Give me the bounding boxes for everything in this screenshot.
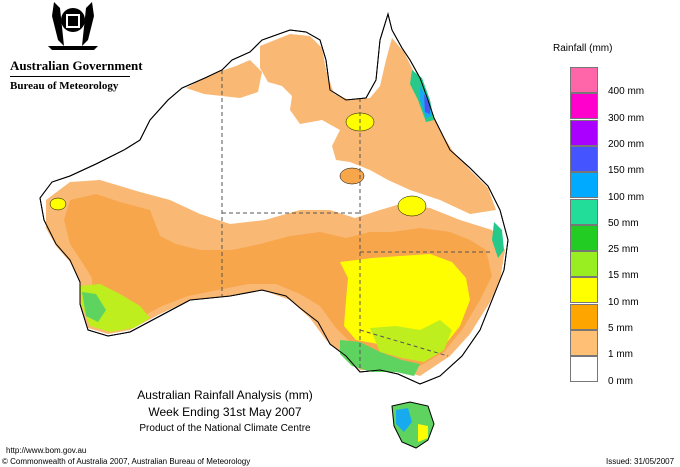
legend-swatch — [570, 119, 598, 146]
bureau-name: Bureau of Meteorology — [10, 80, 119, 92]
zone-10mm-centre-qld — [397, 195, 427, 217]
government-name: Australian Government — [10, 58, 143, 73]
zone-10mm-north-west — [49, 197, 67, 211]
zone-25mm-sw — [82, 292, 106, 322]
legend-label: 25 mm — [608, 244, 639, 256]
header-divider — [10, 76, 130, 77]
legend-label: 5 mm — [608, 323, 633, 334]
zone-1mm-north-west — [186, 60, 262, 98]
legend-label: 0 mm — [608, 375, 633, 387]
legend-label: 400 mm — [608, 86, 645, 98]
legend-title: Rainfall (mm) — [553, 43, 613, 54]
zone-1mm-north — [260, 34, 496, 214]
legend-label: 10 mm — [608, 296, 639, 308]
legend-swatch — [570, 330, 598, 356]
legend-label: 300 mm — [608, 112, 645, 124]
legend-swatch — [570, 251, 598, 278]
legend-swatch — [570, 172, 598, 199]
zone-15mm-se — [370, 320, 452, 362]
footer-copyright: © Commonwealth of Australia 2007, Austra… — [2, 457, 251, 466]
legend-label: 150 mm — [608, 165, 645, 177]
legend-label: 1 mm — [608, 349, 633, 361]
footer-url[interactable]: http://www.bom.gov.au — [6, 446, 87, 455]
coat-of-arms-logo — [48, 2, 98, 50]
legend-swatch — [570, 277, 598, 304]
zone-100mm-tas — [396, 408, 412, 432]
legend-swatch — [570, 93, 598, 120]
zone-5mm-pocket — [339, 167, 365, 185]
coastline — [39, 12, 509, 385]
zone-10mm-tas — [418, 424, 428, 442]
legend-swatch — [570, 198, 598, 225]
map-product-note: Product of the National Climate Centre — [139, 423, 311, 434]
footer-issued: Issued: 31/05/2007 — [606, 457, 675, 466]
legend-swatch — [570, 303, 598, 330]
legend-label: 15 mm — [608, 270, 639, 282]
legend-swatch — [570, 145, 598, 172]
state-borders — [221, 70, 490, 372]
legend-label: 100 mm — [608, 191, 645, 203]
zone-150mm-qld — [424, 94, 430, 114]
map-subtitle: Week Ending 31st May 2007 — [148, 405, 302, 419]
legend-swatch — [570, 356, 598, 383]
map-title: Australian Rainfall Analysis (mm) — [137, 388, 313, 402]
zone-50mm-nsw-coast — [492, 222, 504, 258]
legend-label: 50 mm — [608, 217, 639, 229]
legend-swatch — [570, 224, 598, 251]
legend-label: 200 mm — [608, 138, 645, 150]
legend-swatch — [570, 67, 598, 93]
